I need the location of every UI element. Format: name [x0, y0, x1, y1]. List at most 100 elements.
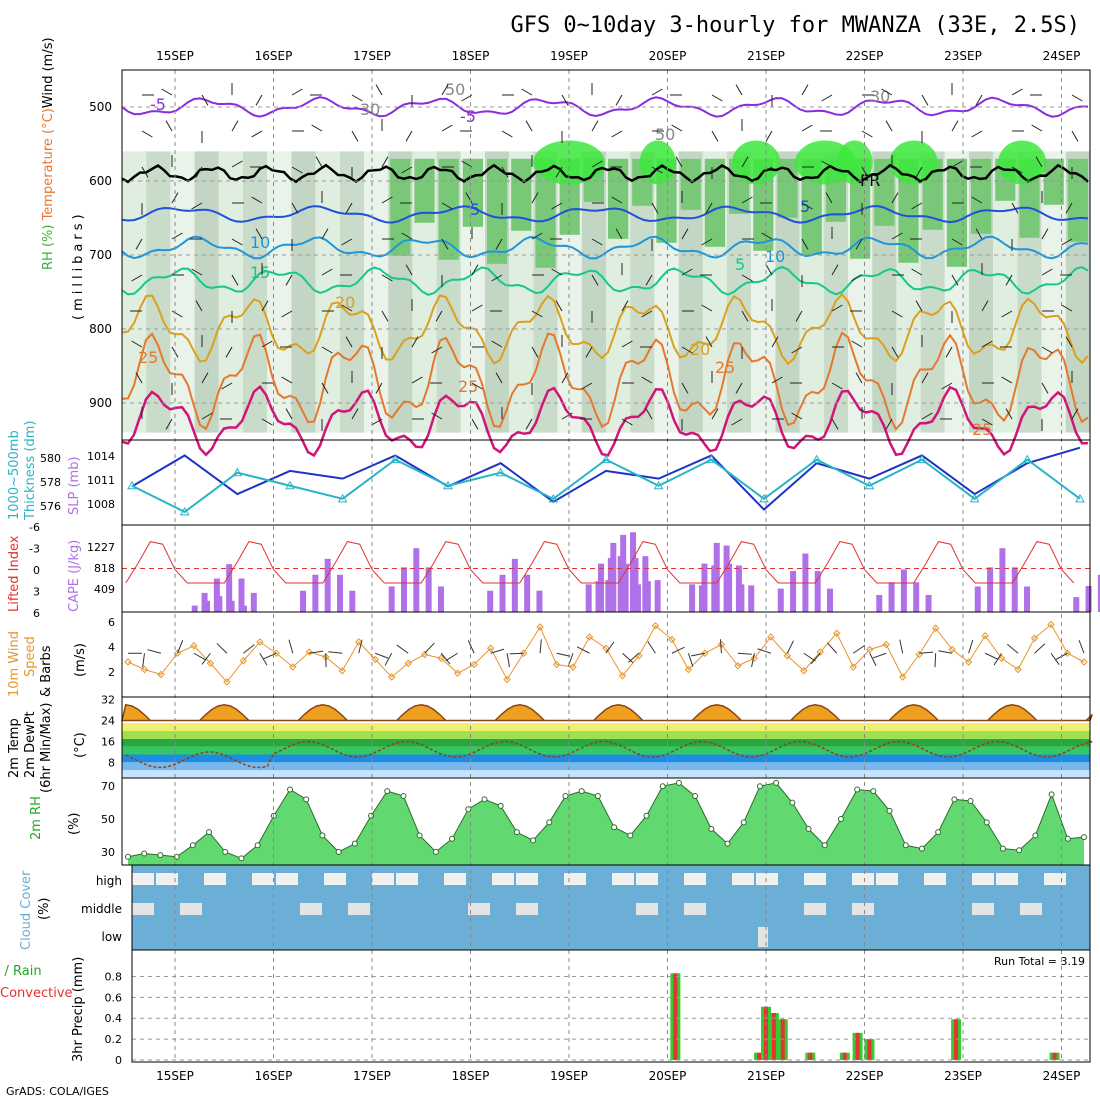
temp2m-label-1: 2m Temp [7, 718, 22, 778]
wind10-point [486, 644, 495, 652]
wind10-point [420, 650, 429, 659]
wind-barb [855, 372, 863, 384]
wind10-barb [243, 644, 255, 654]
rh2m-label: 2m RH [29, 796, 44, 840]
wind-barb [555, 166, 563, 178]
wind-barb [471, 304, 483, 312]
wind-barb [491, 340, 503, 348]
wind10-barb [993, 652, 1003, 666]
thickness-point [706, 454, 717, 464]
wind10-barb [176, 640, 184, 654]
thickness-label-2: Thickness (dm) [23, 421, 38, 521]
wind10-barb [786, 640, 794, 654]
cape-bar [487, 590, 494, 612]
rh-band-low [267, 151, 292, 433]
wind10-point [783, 652, 792, 660]
precip-legend-total: Total / Rain [0, 964, 42, 979]
cape-bar [900, 569, 907, 612]
wind10-point [898, 673, 907, 681]
temp2m-label-2: 2m DewPt [23, 711, 38, 778]
wind-barb [585, 346, 593, 358]
wind-barb [315, 156, 323, 168]
cloud-label: Cloud Cover [19, 870, 34, 950]
wind10-point [1080, 658, 1088, 666]
wind10-barb [467, 640, 475, 654]
wind-barb [971, 196, 983, 204]
wind-barb [831, 382, 843, 390]
contour-label: 5 [735, 255, 745, 274]
temp-contour-25 [121, 331, 1089, 431]
wind-barb [231, 120, 239, 132]
wind-barb [825, 192, 833, 204]
rh2m-point [449, 835, 456, 842]
contour-label: 5 [800, 197, 810, 216]
rh2m-point [206, 829, 213, 836]
thickness-point [917, 454, 927, 464]
cape-bar [827, 588, 834, 612]
wind10-barb [984, 652, 999, 660]
wind-barb [855, 238, 863, 250]
wind10-barb [309, 650, 324, 654]
wind10-point [173, 649, 182, 657]
wind-barb [281, 310, 293, 318]
thickness-point [127, 480, 137, 490]
rh2m-point [1081, 834, 1087, 841]
wind10-point [684, 665, 693, 674]
rh2m-point [627, 832, 634, 839]
wind-barb [801, 238, 809, 250]
wind-barb [381, 274, 393, 282]
wind10-point [388, 673, 396, 681]
wind-barb [851, 340, 863, 348]
wind-barb [255, 94, 263, 106]
rh2m-point [578, 788, 585, 795]
wind-barb [741, 310, 749, 322]
rh2m-point [400, 793, 407, 800]
wind10-point [206, 659, 215, 667]
wind-barb [981, 340, 993, 348]
wind10-point [1047, 620, 1055, 629]
wind-barb [431, 346, 443, 354]
cloud-high-cell [252, 873, 274, 885]
bottom-date-label: 20SEP [649, 1069, 687, 1083]
cloud-mid-cell [636, 903, 658, 915]
wind-barb [1005, 274, 1013, 286]
precip-legend-conv: Convective [0, 986, 73, 1001]
wind-barb [321, 228, 329, 240]
wind-barb [341, 304, 353, 312]
wind-barb [891, 310, 903, 318]
rh2m-point [513, 829, 520, 836]
thickness-point [1075, 493, 1085, 503]
thickness-point [390, 454, 401, 464]
rh-band-moist [898, 158, 919, 263]
wind-barb [711, 408, 719, 420]
top-date-label: 21SEP [747, 49, 785, 63]
thickness-point [864, 480, 875, 490]
cape-bar [617, 556, 624, 612]
cape-tick: 1227 [87, 541, 115, 554]
wind10-barb [899, 639, 904, 654]
wind-barb [345, 336, 353, 348]
wind-barb [1011, 166, 1023, 174]
pressure-tick: 600 [89, 174, 112, 188]
cape-bar [1097, 574, 1100, 612]
rh2m-point [983, 819, 990, 826]
precip-tick: 0.8 [105, 970, 123, 983]
rh2m-point [416, 832, 423, 839]
wind-barb [225, 346, 233, 358]
precip-conv-bar [771, 1013, 776, 1060]
wind-barb [915, 166, 923, 178]
wind-barb [381, 310, 389, 322]
wind10-barb [509, 652, 524, 655]
cape-bar [1011, 567, 1018, 612]
rh-band-low [146, 151, 171, 433]
top-date-label: 17SEP [353, 49, 391, 63]
wind10-point [190, 642, 198, 650]
cape-bar [425, 567, 432, 612]
wind10-barb [490, 648, 505, 654]
rh-band-moist [946, 158, 967, 267]
cape-bar [300, 590, 307, 612]
temp-band [122, 723, 1090, 731]
rh2m-point [902, 842, 909, 849]
contour-label: 25 [715, 358, 735, 377]
thickness-point [285, 480, 295, 490]
